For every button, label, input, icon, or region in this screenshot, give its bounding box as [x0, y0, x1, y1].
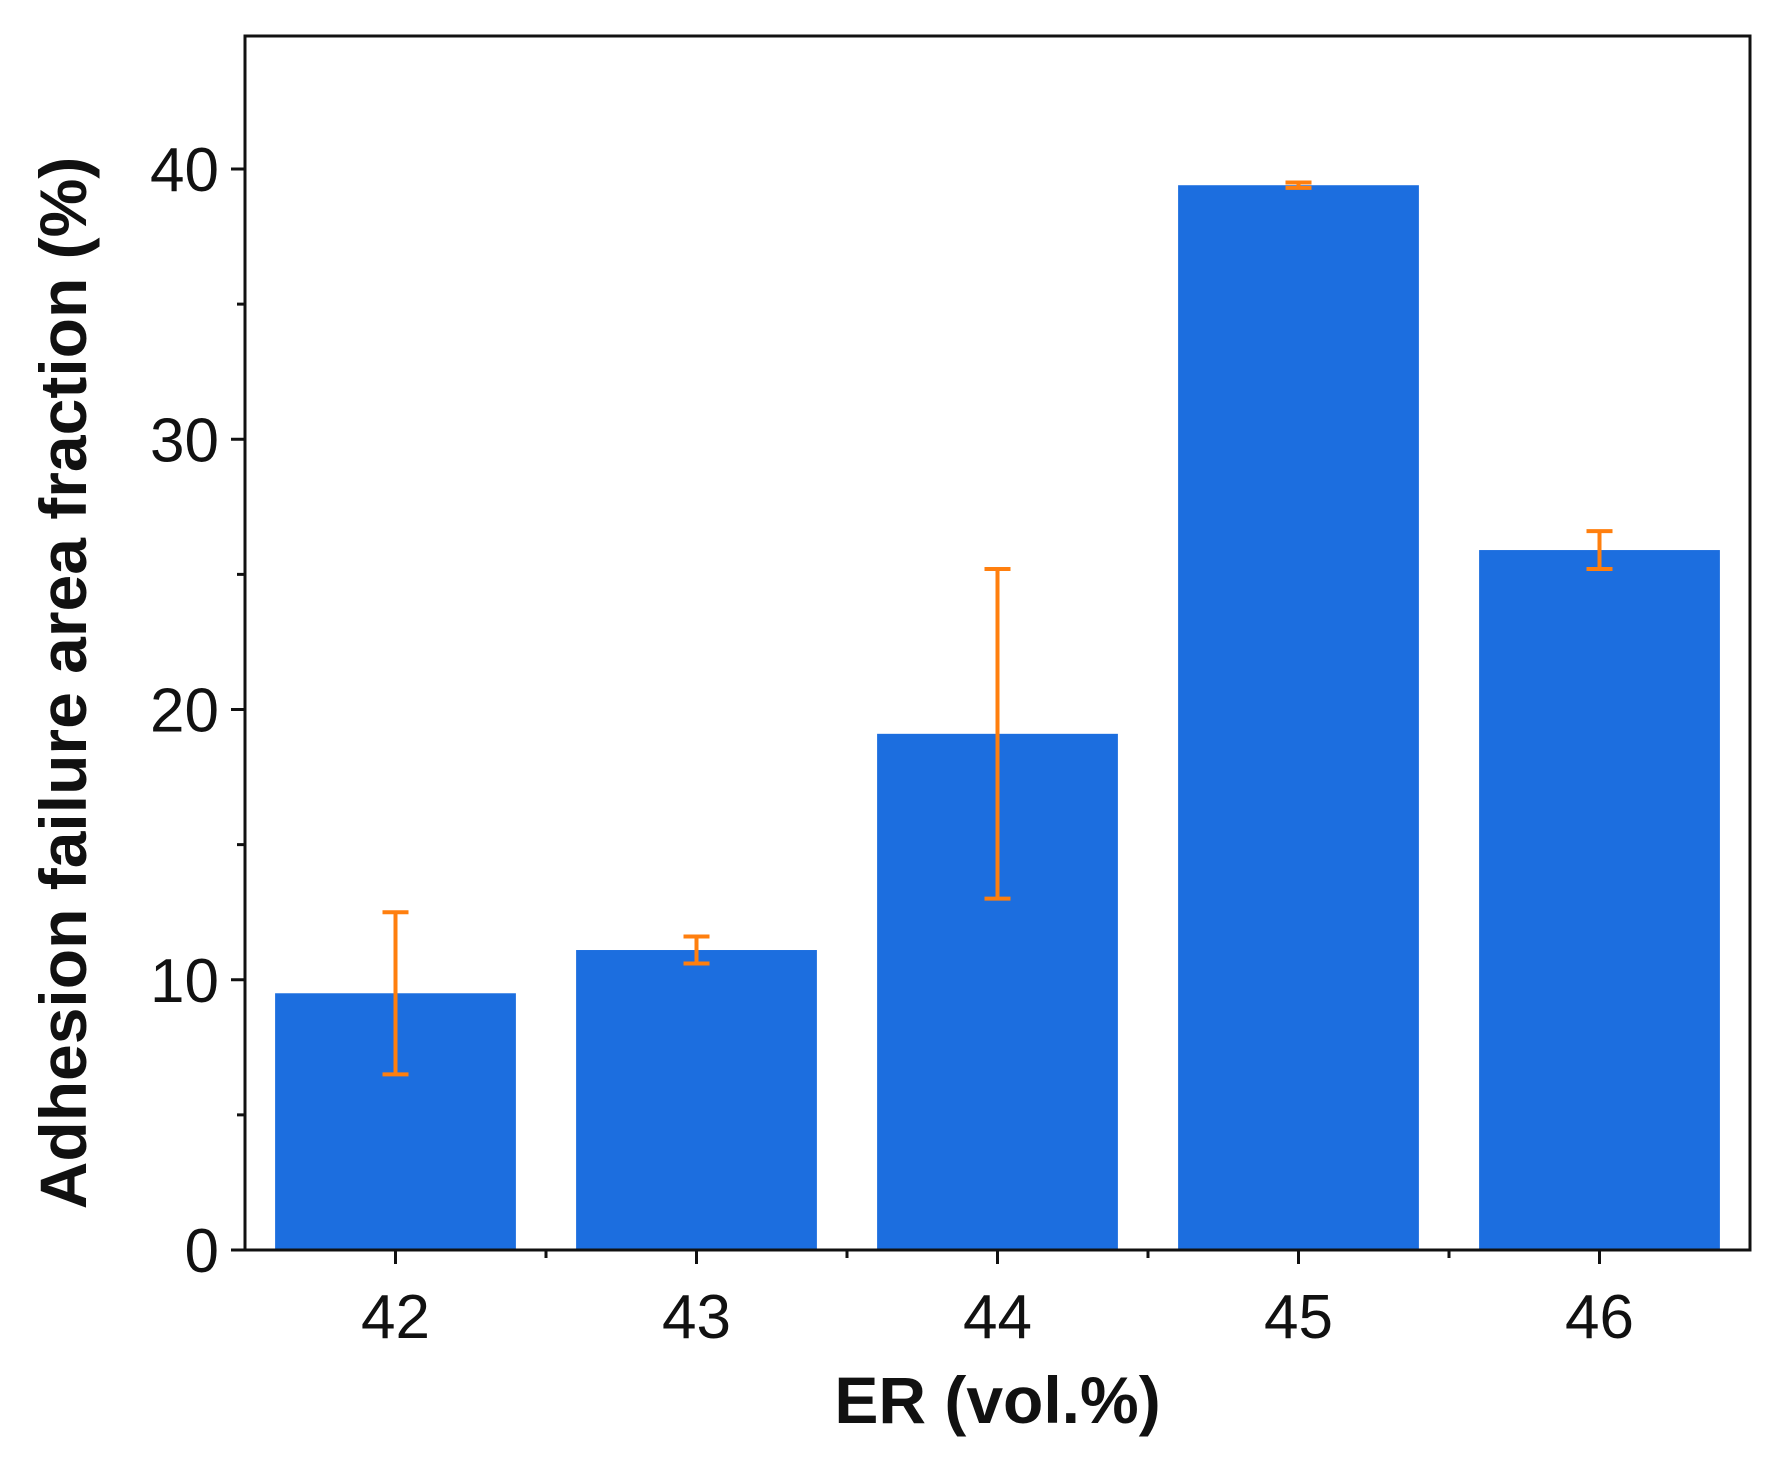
x-tick-label: 46 [1565, 1283, 1634, 1352]
x-axis-title: ER (vol.%) [834, 1363, 1160, 1437]
error-bars-group [382, 180, 1613, 1077]
y-axis-title: Adhesion failure area fraction (%) [26, 157, 100, 1210]
y-tick-label: 30 [150, 406, 219, 475]
x-tick-label: 43 [662, 1283, 731, 1352]
y-tick-label: 20 [150, 677, 219, 746]
y-axis: 0 10 20 30 40 [150, 136, 245, 1286]
x-tick-label: 45 [1264, 1283, 1333, 1352]
bar-45 [1178, 185, 1419, 1251]
x-tick-label: 44 [963, 1283, 1032, 1352]
bar-43 [576, 950, 817, 1250]
y-tick-label: 10 [150, 947, 219, 1016]
y-tick-label: 0 [185, 1217, 219, 1286]
y-tick-label: 40 [150, 136, 219, 205]
x-tick-label: 42 [361, 1283, 430, 1352]
x-axis: 42 43 44 45 46 [361, 1250, 1634, 1352]
bar-46 [1479, 550, 1720, 1250]
